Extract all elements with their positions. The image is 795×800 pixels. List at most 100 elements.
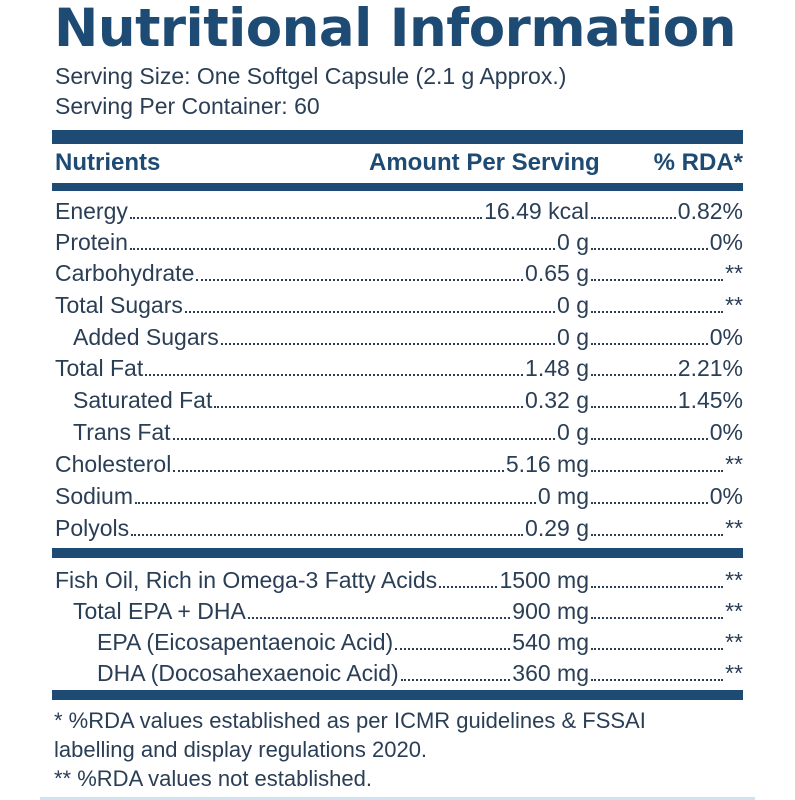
page-title: Nutritional Information	[54, 0, 736, 59]
dot-leader	[591, 405, 676, 408]
table-row: Sodium 0 mg 0%	[55, 481, 743, 512]
dot-leader	[591, 469, 724, 472]
rda-value: **	[725, 515, 743, 541]
rda-value: 0%	[709, 419, 743, 445]
dot-leader	[591, 616, 724, 619]
footer-divider-bar	[52, 690, 743, 700]
amount-value: 1.48 g	[525, 355, 589, 381]
dot-leader	[129, 216, 483, 219]
dot-leader	[591, 585, 724, 588]
section-divider-bar	[52, 548, 743, 558]
dot-leader	[196, 278, 524, 281]
amount-value: 5.16 mg	[505, 451, 589, 477]
table-row: Cholesterol 5.16 mg **	[55, 449, 743, 480]
dot-leader	[591, 678, 724, 681]
table-row: Total Sugars 0 g **	[55, 290, 743, 321]
table-row: Fish Oil, Rich in Omega-3 Fatty Acids 150…	[55, 565, 743, 596]
amount-value: 0 g	[557, 292, 589, 318]
table-row: Protein 0 g 0%	[55, 227, 743, 258]
rda-value: **	[725, 567, 743, 593]
nutrient-name: Total Sugars	[55, 292, 183, 318]
amount-value: 16.49 kcal	[484, 198, 589, 224]
nutrient-name: Added Sugars	[73, 324, 219, 350]
nutrient-name: Total EPA + DHA	[73, 598, 246, 624]
dot-leader	[134, 501, 536, 504]
rda-value: 0%	[709, 324, 743, 350]
dot-leader	[247, 616, 511, 619]
dot-leader	[395, 647, 511, 650]
nutrient-name: DHA (Docosahexaenoic Acid)	[97, 660, 399, 686]
dot-leader	[591, 247, 708, 250]
nutrient-name: Polyols	[55, 515, 130, 541]
rda-value: **	[725, 451, 743, 477]
amount-value: 0.32 g	[525, 387, 589, 413]
amount-value: 0 g	[557, 419, 589, 445]
dot-leader	[131, 533, 524, 536]
table-row: DHA (Docosahexaenoic Acid) 360 mg **	[97, 658, 743, 689]
rda-value: 0.82%	[677, 198, 743, 224]
amount-value: 0 g	[557, 324, 589, 350]
bottom-edge-line	[40, 797, 755, 800]
serving-per-container: Serving Per Container: 60	[55, 93, 320, 119]
header-amount: Amount Per Serving	[369, 149, 600, 176]
amount-value: 0.65 g	[525, 260, 589, 286]
table-row: Added Sugars 0 g 0%	[73, 322, 743, 353]
nutrient-name: Saturated Fat	[73, 387, 213, 413]
rda-value: 2.21%	[677, 355, 743, 381]
amount-value: 0 g	[557, 229, 589, 255]
dot-leader	[591, 310, 724, 313]
table-row: Polyols 0.29 g **	[55, 513, 743, 544]
table-row: Carbohydrate 0.65 g **	[55, 258, 743, 289]
nutrient-name: Cholesterol	[55, 451, 172, 477]
dot-leader	[214, 405, 524, 408]
dot-leader	[591, 437, 708, 440]
dot-leader	[439, 585, 498, 588]
header-bottom-bar	[52, 183, 743, 191]
serving-size: Serving Size: One Softgel Capsule (2.1 g…	[55, 63, 567, 89]
footnote-2: labelling and display regulations 2020.	[54, 737, 428, 762]
dot-leader	[591, 533, 724, 536]
dot-leader	[591, 501, 708, 504]
table-row: Saturated Fat 0.32 g 1.45%	[73, 385, 743, 416]
amount-value: 1500 mg	[499, 567, 589, 593]
nutrient-name: Carbohydrate	[55, 260, 195, 286]
rda-value: **	[725, 260, 743, 286]
dot-leader	[591, 342, 708, 345]
dot-leader	[591, 373, 676, 376]
table-row: Trans Fat 0 g 0%	[73, 417, 743, 448]
rda-value: **	[725, 660, 743, 686]
nutrient-name: Trans Fat	[73, 419, 171, 445]
rda-value: 0%	[709, 229, 743, 255]
nutrient-name: Fish Oil, Rich in Omega-3 Fatty Acids	[55, 567, 438, 593]
footnote-3: ** %RDA values not established.	[54, 766, 372, 791]
rda-value: 1.45%	[677, 387, 743, 413]
dot-leader	[173, 469, 504, 472]
footnote-1: * %RDA values established as per ICMR gu…	[54, 708, 646, 733]
table-row: Energy 16.49 kcal 0.82%	[55, 196, 743, 227]
rda-value: **	[725, 292, 743, 318]
dot-leader	[400, 678, 511, 681]
amount-value: 360 mg	[512, 660, 589, 686]
dot-leader	[172, 437, 556, 440]
amount-value: 0 mg	[537, 483, 589, 509]
table-row: EPA (Eicosapentaenoic Acid) 540 mg **	[97, 627, 743, 658]
amount-value: 900 mg	[512, 598, 589, 624]
rda-value: **	[725, 598, 743, 624]
dot-leader	[145, 373, 524, 376]
header-top-bar	[52, 130, 743, 144]
header-nutrients: Nutrients	[55, 149, 161, 176]
rda-value: 0%	[709, 483, 743, 509]
table-row: Total EPA + DHA 900 mg **	[73, 596, 743, 627]
dot-leader	[591, 278, 724, 281]
table-row: Total Fat 1.48 g 2.21%	[55, 353, 743, 384]
dot-leader	[220, 342, 556, 345]
header-rda: % RDA*	[653, 149, 743, 176]
nutrient-name: Protein	[55, 229, 128, 255]
dot-leader	[184, 310, 556, 313]
dot-leader	[591, 216, 676, 219]
nutrient-name: Sodium	[55, 483, 133, 509]
nutrient-name: EPA (Eicosapentaenoic Acid)	[97, 629, 394, 655]
amount-value: 540 mg	[512, 629, 589, 655]
nutrient-name: Total Fat	[55, 355, 144, 381]
rda-value: **	[725, 629, 743, 655]
